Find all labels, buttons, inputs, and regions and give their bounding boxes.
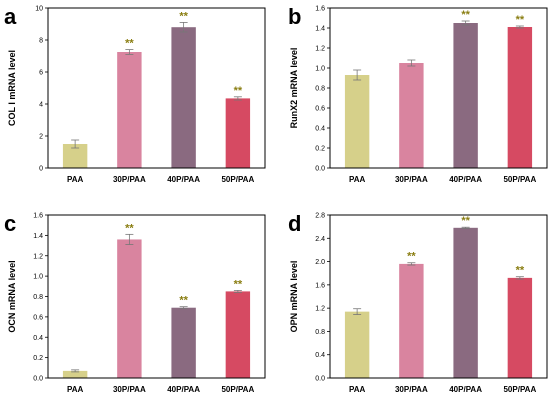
category-label: PAA — [349, 385, 366, 394]
category-label: 30P/PAA — [395, 175, 428, 184]
category-label: PAA — [67, 175, 84, 184]
category-label: 50P/PAA — [221, 175, 254, 184]
y-tick-label: 4 — [39, 102, 43, 109]
y-tick-label: 0.2 — [315, 146, 325, 153]
significance-label: ** — [179, 10, 188, 22]
y-tick-label: 0.4 — [33, 335, 43, 342]
bar — [171, 27, 196, 169]
y-tick-label: 0.0 — [315, 166, 325, 173]
bar — [453, 227, 478, 378]
y-axis-title: OPN mRNA level — [289, 261, 299, 333]
panel-b: b RunX2 mRNA level 0.0 0.2 0.4 0.6 0.8 1.0 1.2 1.… — [288, 4, 548, 184]
plot-frame — [329, 7, 548, 169]
significance-label: ** — [407, 251, 416, 263]
bar — [62, 370, 88, 378]
y-tick-label: 1.6 — [315, 6, 325, 13]
bar — [225, 291, 251, 378]
y-tick-label: 10 — [35, 6, 43, 13]
bar — [399, 263, 424, 378]
y-tick-label: 0 — [39, 166, 43, 173]
y-tick-label: 0.4 — [315, 352, 325, 359]
y-tick-label: 0.6 — [33, 314, 43, 321]
y-tick-label: 0.6 — [315, 106, 325, 113]
y-tick-label: 0.0 — [33, 376, 43, 383]
y-tick-label: 2.8 — [315, 213, 325, 220]
y-tick-label: 0.2 — [33, 355, 43, 362]
panel-d: d OPN mRNA level 0.0 0.4 0.8 1.2 1.6 2.0 2.4 2.8 P… — [288, 211, 548, 394]
y-tick-label: 1.2 — [315, 46, 325, 53]
significance-label: ** — [461, 215, 470, 227]
significance-label: ** — [516, 265, 525, 277]
y-tick-label: 2.4 — [315, 236, 325, 243]
significance-label: ** — [234, 85, 243, 97]
panel-letter: b — [288, 4, 301, 29]
y-tick-label: 8 — [39, 38, 43, 45]
panel-c: c OCN mRNA level 0.0 0.2 0.4 0.6 0.8 1.0 1.2 1.4 1… — [4, 211, 266, 394]
panel-a: a COL I mRNA level 0 2 4 6 8 10 PAA ** 30P/PAA ** 40… — [4, 4, 266, 184]
panel-letter: d — [288, 211, 301, 236]
panel-letter: a — [4, 4, 17, 29]
y-tick-label: 1.4 — [33, 233, 43, 240]
y-tick-label: 1.6 — [315, 282, 325, 289]
y-tick-label: 1.4 — [315, 26, 325, 33]
category-label: 40P/PAA — [449, 385, 482, 394]
significance-label: ** — [125, 38, 134, 50]
y-tick-label: 0.8 — [33, 294, 43, 301]
y-tick-label: 2.0 — [315, 259, 325, 266]
category-label: 40P/PAA — [449, 175, 482, 184]
y-tick-label: 1.0 — [33, 274, 43, 281]
y-axis-title: RunX2 mRNA level — [289, 48, 299, 129]
significance-label: ** — [125, 222, 134, 234]
y-tick-label: 1.2 — [315, 306, 325, 313]
y-tick-label: 0.0 — [315, 376, 325, 383]
bar — [507, 277, 533, 378]
y-tick-label: 0.8 — [315, 86, 325, 93]
bar — [117, 239, 142, 378]
y-tick-label: 1.6 — [33, 213, 43, 220]
bar — [344, 75, 370, 168]
category-label: 30P/PAA — [113, 385, 146, 394]
category-label: PAA — [67, 385, 84, 394]
bar — [171, 307, 196, 378]
plot-frame — [47, 214, 266, 379]
bar — [507, 27, 533, 168]
plot-frame — [47, 7, 266, 169]
significance-label: ** — [516, 14, 525, 26]
category-label: PAA — [349, 175, 366, 184]
bar — [117, 52, 142, 168]
plot-frame — [329, 214, 548, 379]
bar — [225, 98, 251, 168]
y-axis-title: COL I mRNA level — [7, 50, 17, 126]
category-label: 30P/PAA — [113, 175, 146, 184]
category-label: 40P/PAA — [167, 385, 200, 394]
bar — [453, 23, 478, 168]
panel-letter: c — [4, 211, 16, 236]
y-tick-label: 1.0 — [315, 66, 325, 73]
category-label: 50P/PAA — [503, 385, 536, 394]
category-label: 50P/PAA — [503, 175, 536, 184]
y-tick-label: 0.4 — [315, 126, 325, 133]
significance-label: ** — [179, 295, 188, 307]
category-label: 50P/PAA — [221, 385, 254, 394]
bar — [344, 311, 370, 378]
category-label: 40P/PAA — [167, 175, 200, 184]
y-tick-label: 2 — [39, 134, 43, 141]
y-tick-label: 1.2 — [33, 253, 43, 260]
significance-label: ** — [234, 278, 243, 290]
y-tick-label: 6 — [39, 70, 43, 77]
y-tick-label: 0.8 — [315, 329, 325, 336]
bar — [399, 63, 424, 168]
significance-label: ** — [461, 9, 470, 21]
category-label: 30P/PAA — [395, 385, 428, 394]
y-axis-title: OCN mRNA level — [7, 260, 17, 332]
